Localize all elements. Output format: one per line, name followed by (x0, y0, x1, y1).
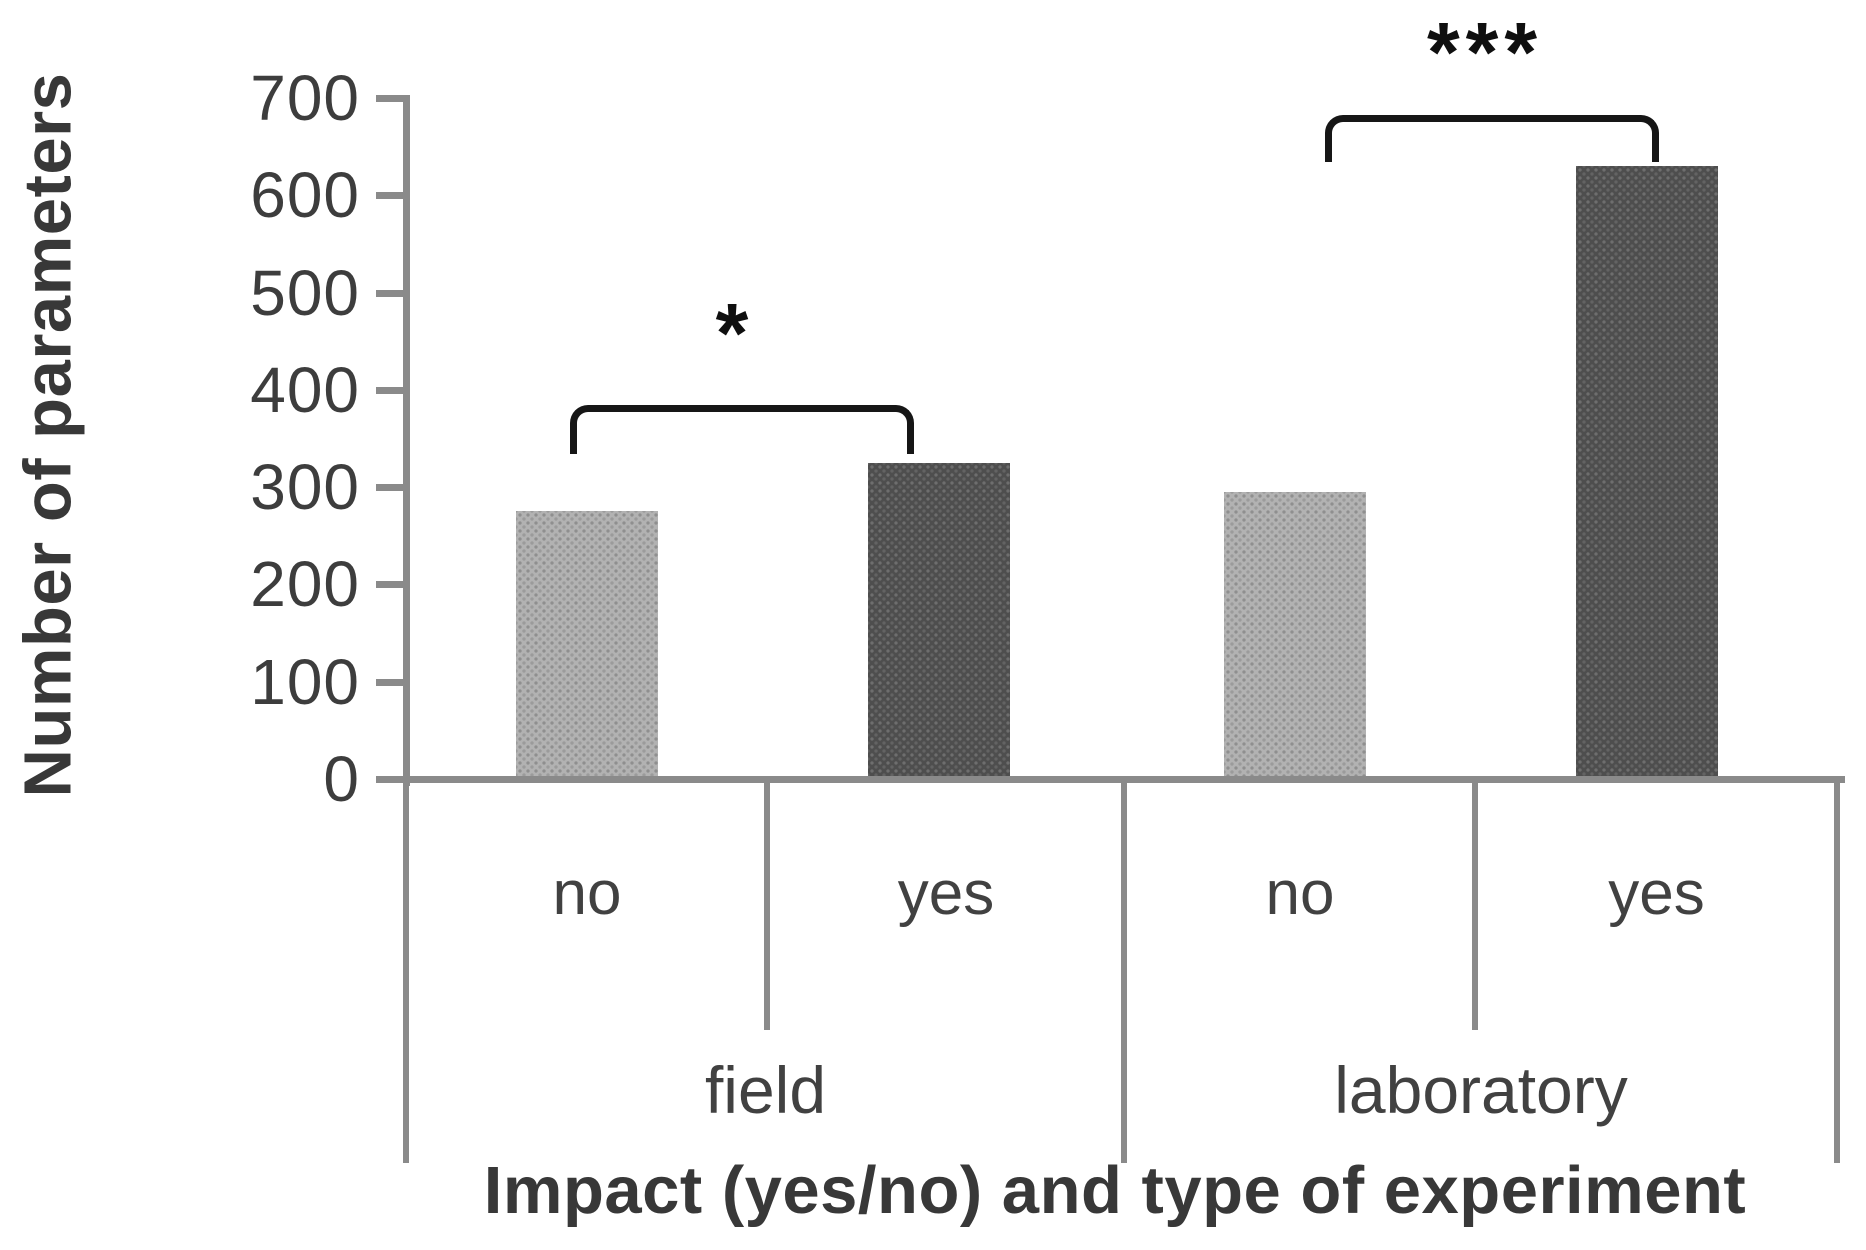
y-tick-label-400: 400 (250, 353, 360, 426)
x-axis-title: Impact (yes/no) and type of experiment (483, 1153, 1747, 1228)
y-tick-label-100: 100 (250, 645, 360, 718)
significance-label-laboratory: *** (1426, 5, 1544, 99)
impact-label-field-yes: yes (897, 859, 995, 928)
y-tick-label-0: 0 (323, 743, 360, 815)
bar-field-yes (868, 462, 1010, 783)
y-tick-700 (376, 95, 403, 102)
category-divider-short-1 (1472, 783, 1478, 1030)
impact-label-laboratory-yes: yes (1608, 859, 1705, 928)
significance-bracket-field (570, 405, 914, 454)
group-label-laboratory: laboratory (1334, 1053, 1628, 1127)
x-axis-line (376, 776, 1845, 783)
category-divider-long-1 (1121, 783, 1127, 1163)
impact-label-laboratory-no: no (1265, 859, 1335, 928)
impact-label-field-no: no (552, 859, 622, 928)
y-axis-line (403, 95, 410, 786)
bar-laboratory-yes (1576, 166, 1718, 783)
y-tick-300 (376, 484, 403, 492)
y-tick-label-300: 300 (250, 451, 360, 524)
category-divider-short-0 (764, 783, 770, 1030)
y-tick-label-600: 600 (250, 159, 360, 232)
y-tick-200 (376, 581, 403, 589)
y-tick-500 (376, 289, 403, 297)
y-tick-400 (376, 386, 403, 394)
y-tick-label-700: 700 (250, 62, 360, 134)
y-tick-100 (376, 678, 403, 686)
bar-laboratory-no (1224, 492, 1366, 783)
bar-field-no (516, 511, 658, 783)
y-tick-label-500: 500 (250, 256, 360, 329)
y-tick-600 (376, 192, 403, 200)
significance-bracket-laboratory (1325, 115, 1659, 162)
category-divider-long-2 (1834, 783, 1840, 1163)
group-label-field: field (704, 1053, 827, 1127)
significance-label-field: * (715, 286, 755, 380)
y-tick-label-200: 200 (250, 548, 360, 621)
category-divider-long-0 (403, 783, 409, 1163)
